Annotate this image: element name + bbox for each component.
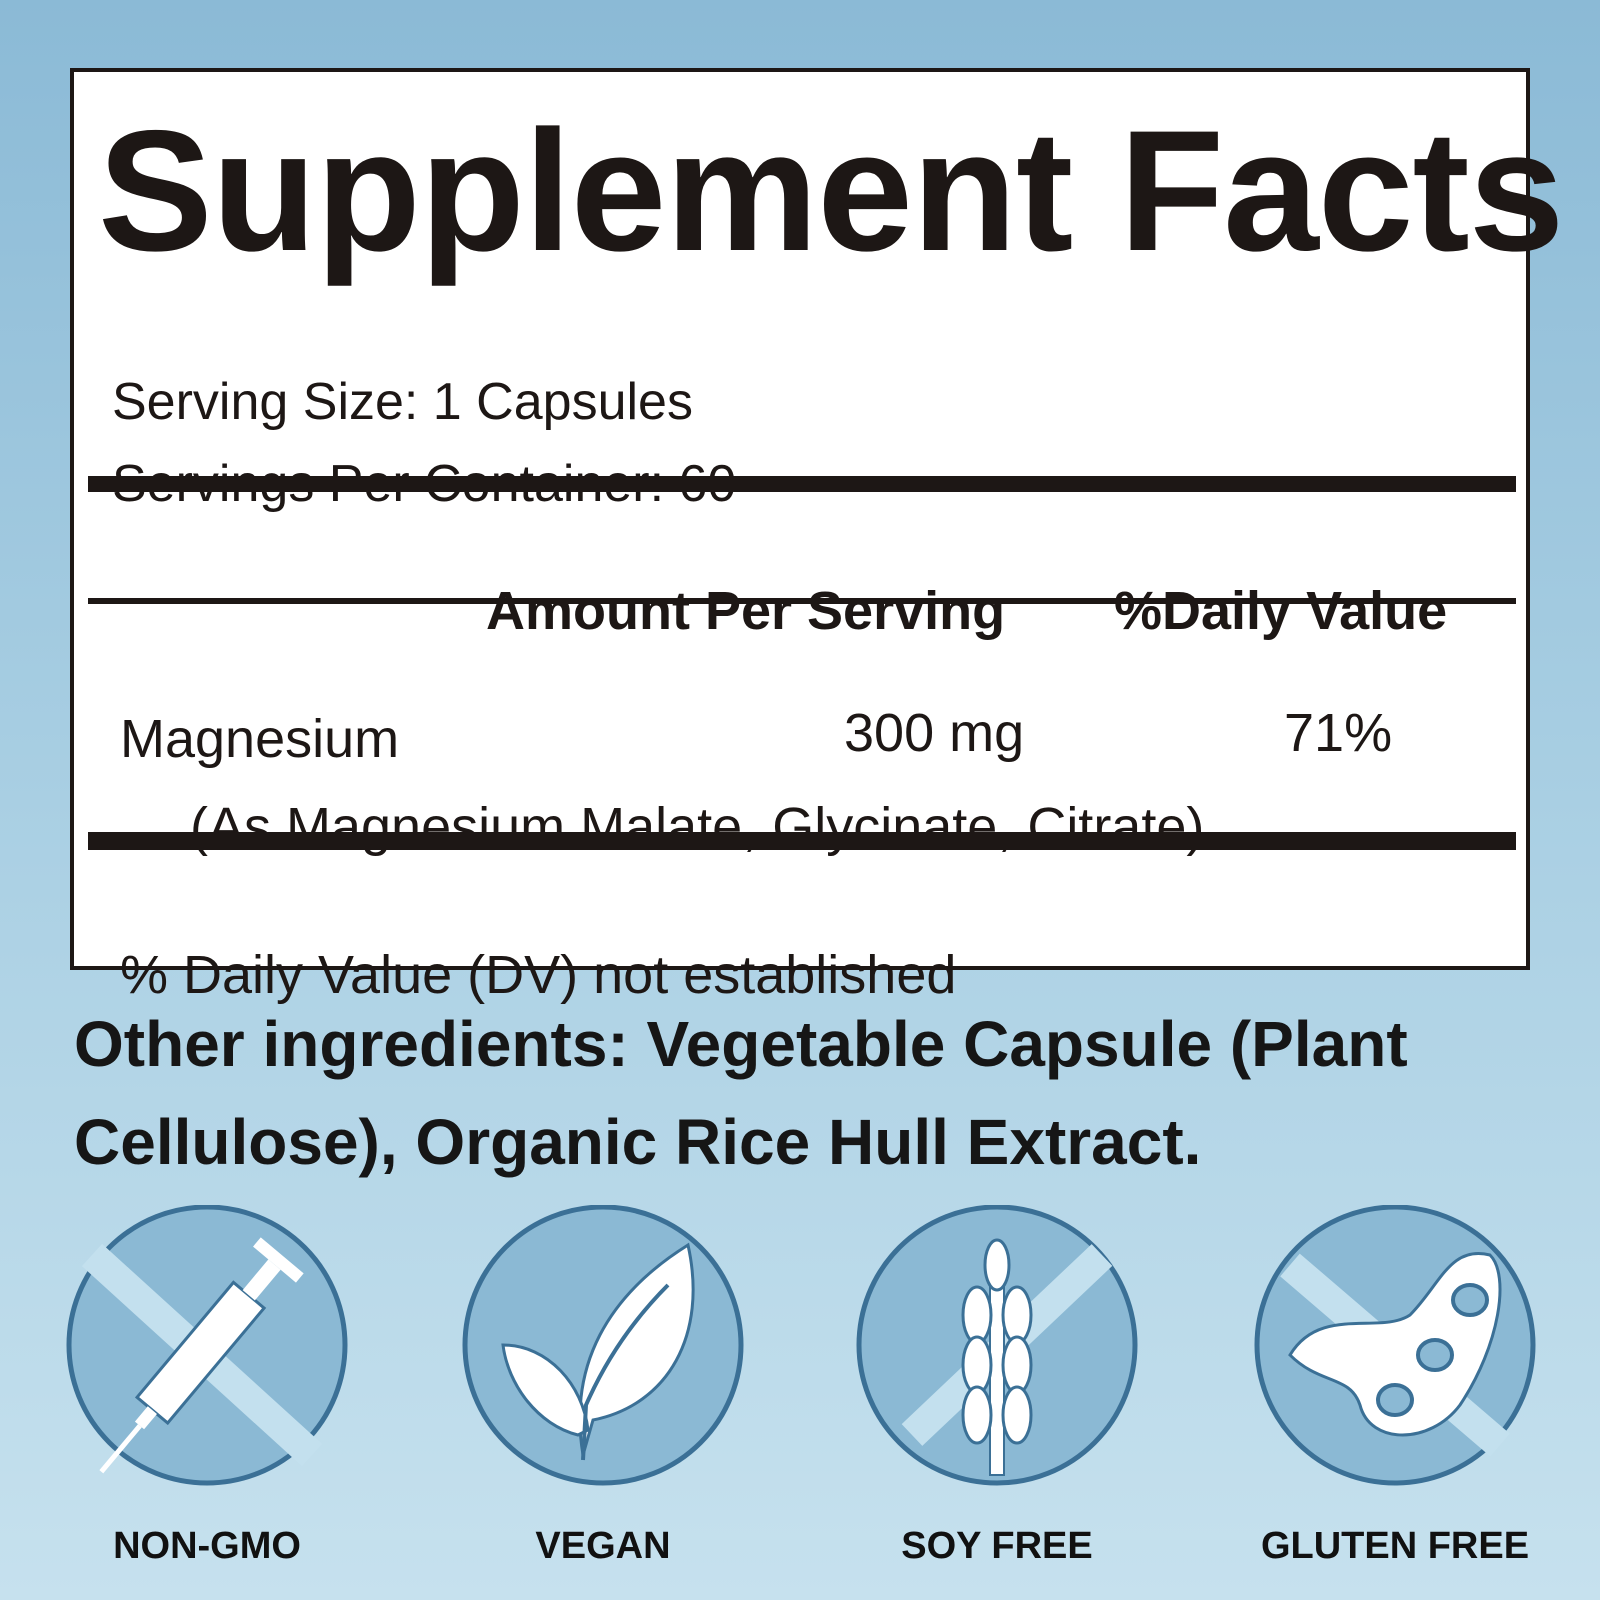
thin-divider: [88, 598, 1516, 604]
other-ingredients: Other ingredients: Vegetable Capsule (Pl…: [74, 1008, 1408, 1178]
supplement-facts-panel: Supplement Facts Serving Size: 1 Capsule…: [70, 68, 1564, 1005]
syringe-crossed-icon: [66, 1204, 348, 1486]
soybean-crossed-icon: [1254, 1204, 1536, 1486]
nutrient-dv: 71%: [1284, 703, 1393, 763]
nutrient-amount: 300 mg: [844, 703, 1025, 763]
amount-header: Amount Per Serving: [486, 581, 1006, 641]
serving-size: Serving Size: 1 Capsules: [112, 373, 693, 431]
badge-label: NON-GMO: [113, 1525, 301, 1567]
badge-label: VEGAN: [535, 1525, 671, 1567]
nutrient-name: Magnesium: [120, 709, 400, 769]
badge-non-gmo: NON-GMO: [62, 1204, 352, 1568]
thick-divider: [88, 832, 1516, 850]
dv-header: %Daily Value: [1114, 581, 1448, 641]
leaf-icon: [462, 1204, 744, 1486]
badge-label: GLUTEN FREE: [1260, 1525, 1530, 1567]
panel-title: Supplement Facts: [98, 95, 1564, 287]
dv-footnote: % Daily Value (DV) not established: [120, 945, 957, 1005]
thick-divider: [88, 476, 1516, 492]
badge-label: SOY FREE: [901, 1525, 1093, 1567]
wheat-crossed-icon: [856, 1204, 1138, 1486]
badge-gluten-free: GLUTEN FREE: [1250, 1204, 1540, 1568]
badge-vegan: VEGAN: [458, 1204, 748, 1568]
badge-soy-free: SOY FREE: [852, 1204, 1142, 1568]
